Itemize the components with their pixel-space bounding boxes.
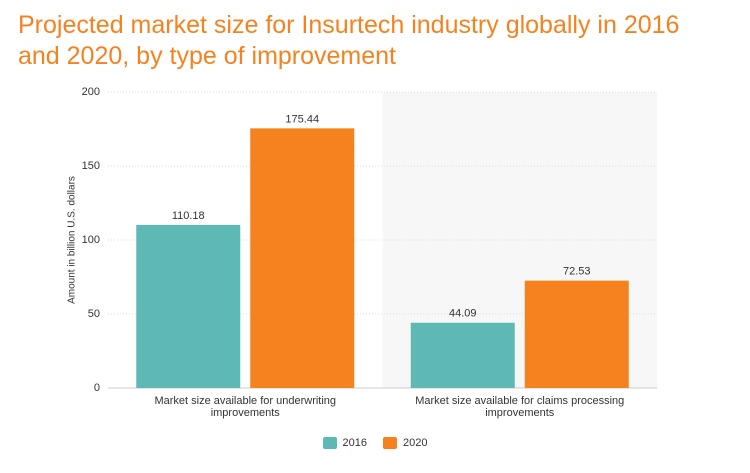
legend-item: 2020	[383, 437, 427, 449]
x-tick-label: Market size available for underwriting i…	[154, 395, 337, 419]
bar	[524, 280, 629, 388]
legend-swatch	[322, 437, 337, 449]
y-tick-label: 100	[82, 234, 100, 246]
bar	[136, 224, 241, 388]
legend-label: 2016	[342, 437, 367, 449]
data-label: 72.53	[563, 266, 591, 278]
y-tick-label: 50	[88, 308, 100, 320]
chart-title: Projected market size for Insurtech indu…	[18, 11, 680, 70]
legend-item: 2016	[322, 437, 367, 449]
y-axis-label: Amount in billion U.S. dollars	[67, 176, 78, 304]
data-label: 110.18	[172, 210, 205, 222]
bar	[410, 322, 515, 388]
y-tick-label: 150	[82, 160, 100, 172]
data-label: 44.09	[449, 308, 477, 320]
legend: 2016 2020	[0, 437, 750, 452]
legend-label: 2020	[403, 437, 428, 449]
y-tick-label: 0	[94, 382, 100, 394]
bar	[250, 128, 355, 388]
legend-swatch	[383, 437, 397, 449]
x-tick-label: Market size available for claims process…	[415, 395, 625, 419]
data-label: 175.44	[285, 113, 319, 125]
y-tick-label: 200	[82, 86, 100, 98]
